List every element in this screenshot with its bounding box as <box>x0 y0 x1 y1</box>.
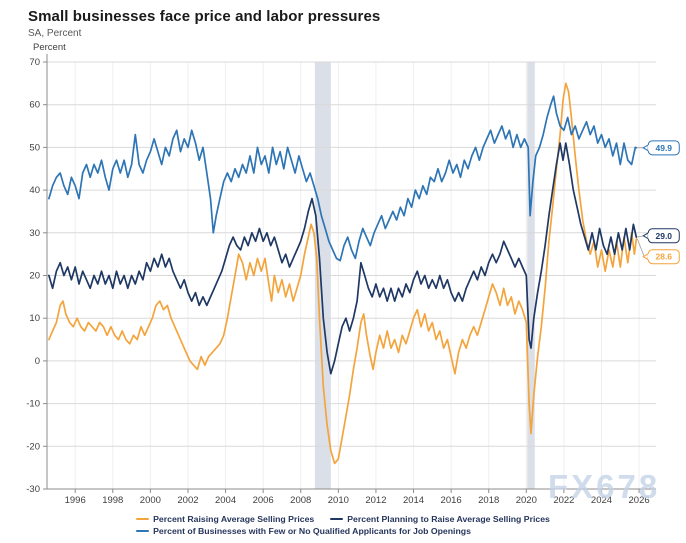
x-tick-label: 2018 <box>478 495 499 506</box>
x-tick-label: 2002 <box>177 495 198 506</box>
legend-label: Percent Raising Average Selling Prices <box>153 514 315 524</box>
x-tick-label: 2000 <box>140 495 161 506</box>
y-tick-label: 70 <box>29 57 40 68</box>
y-tick-label: -10 <box>26 399 40 410</box>
end-value-label: 28.6 <box>655 252 672 262</box>
y-tick-label: 40 <box>29 185 40 196</box>
x-tick-label: 2008 <box>290 495 311 506</box>
y-tick-label: -30 <box>26 484 40 495</box>
legend-marker-icon <box>136 517 150 521</box>
legend-label: Percent Planning to Raise Average Sellin… <box>347 514 550 524</box>
x-tick-label: 1998 <box>102 495 123 506</box>
gridlines <box>47 61 656 489</box>
x-tick-label: 2022 <box>553 495 574 506</box>
y-tick-label: 60 <box>29 100 40 111</box>
end-value-callouts: 49.9 29.0 28.6 <box>636 140 680 265</box>
page-subtitle: SA, Percent <box>28 28 82 39</box>
end-value-label: 49.9 <box>655 143 672 153</box>
legend-label: Percent of Businesses with Few or No Qua… <box>153 526 471 536</box>
y-tick-label: 10 <box>29 313 40 324</box>
y-tick-label: 50 <box>29 142 40 153</box>
data-series <box>48 82 638 465</box>
y-tick-label: 0 <box>35 356 40 367</box>
series-line-2 <box>48 95 638 262</box>
x-tick-label: 2006 <box>253 495 274 506</box>
legend-marker-icon <box>136 529 150 533</box>
series-line-1 <box>48 142 638 375</box>
y-axis-label: Percent <box>33 42 66 53</box>
x-tick-label: 2010 <box>328 495 349 506</box>
end-value-label: 29.0 <box>655 231 672 241</box>
x-tick-label: 2004 <box>215 495 236 506</box>
page-title: Small businesses face price and labor pr… <box>28 8 381 25</box>
y-tick-label: 30 <box>29 228 40 239</box>
legend-item-0: Percent Raising Average Selling Prices <box>136 514 314 524</box>
y-tick-label: -20 <box>26 441 40 452</box>
y-tick-label: 20 <box>29 271 40 282</box>
x-tick-label: 2026 <box>629 495 650 506</box>
x-tick-label: 2012 <box>365 495 386 506</box>
x-tick-label: 2016 <box>441 495 462 506</box>
x-tick-label: 1996 <box>65 495 86 506</box>
x-tick-label: 2014 <box>403 495 424 506</box>
legend-marker-icon <box>330 517 344 521</box>
legend-item-1: Percent Planning to Raise Average Sellin… <box>330 514 550 524</box>
legend-item-2: Percent of Businesses with Few or No Qua… <box>136 526 471 536</box>
x-tick-label: 2020 <box>516 495 537 506</box>
x-tick-label: 2024 <box>591 495 612 506</box>
series-line-0 <box>48 82 638 465</box>
chart-legend: Percent Raising Average Selling Prices Pe… <box>0 514 686 538</box>
